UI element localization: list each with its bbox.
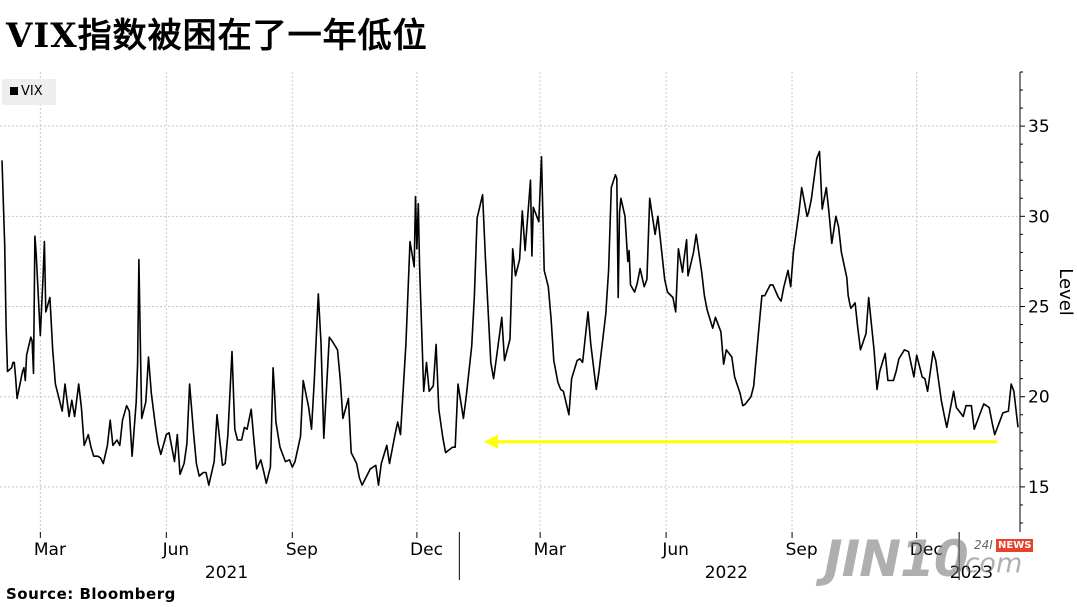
annotation-layer xyxy=(483,434,998,449)
grid-lines xyxy=(0,72,1020,532)
axes xyxy=(39,71,1025,580)
chart-title: VIX指数被困在了一年低位 xyxy=(6,16,428,56)
x-year-label: 2021 xyxy=(205,563,248,583)
x-year-label: 2022 xyxy=(705,563,748,583)
y-tick-label: 30 xyxy=(1028,207,1050,227)
legend-label: VIX xyxy=(21,84,43,99)
x-tick-label: Jun xyxy=(661,540,689,560)
x-tick-label: Mar xyxy=(534,540,566,560)
source-note: Source: Bloomberg xyxy=(6,585,176,603)
x-tick-label: Sep xyxy=(286,540,318,560)
y-tick-label: 15 xyxy=(1028,478,1050,498)
series-layer xyxy=(1,150,1019,486)
y-tick-label: 20 xyxy=(1028,388,1050,408)
x-tick-label: Mar xyxy=(34,540,66,560)
x-tick-label: Dec xyxy=(910,540,943,560)
y-axis-label: Level xyxy=(1055,268,1076,316)
legend: VIX xyxy=(2,79,56,105)
x-tick-label: Sep xyxy=(786,540,818,560)
x-year-label: 2023 xyxy=(950,563,993,583)
vix-series-line xyxy=(1,150,1019,486)
x-tick-label: Jun xyxy=(162,540,190,560)
legend-swatch xyxy=(10,86,18,95)
annotation-arrow-head xyxy=(483,434,498,449)
axis-ticks: 15 20 25 30 35 Level Mar Jun Sep Dec Mar Jun Sep Dec 2… xyxy=(34,117,1076,583)
x-tick-label: Dec xyxy=(410,540,443,560)
y-tick-label: 35 xyxy=(1028,117,1050,137)
y-tick-label: 25 xyxy=(1028,298,1050,318)
